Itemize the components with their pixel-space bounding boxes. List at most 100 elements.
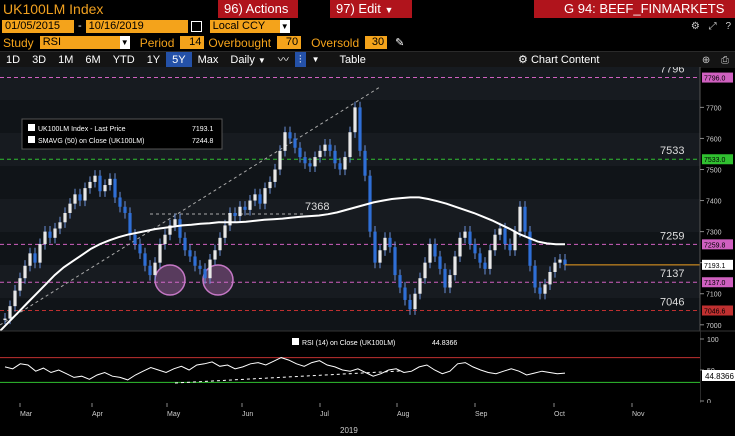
level-tag-text: 7046.6 (704, 309, 726, 316)
price-candle (238, 206, 242, 217)
price-band (0, 199, 700, 232)
table-button[interactable]: Table (339, 54, 366, 66)
price-candle (78, 194, 82, 201)
price-candle (318, 150, 322, 158)
frequency-select[interactable]: Daily ▼ (224, 52, 271, 68)
price-candle (63, 212, 67, 223)
price-candle (18, 278, 22, 291)
price-tick-label: 7600 (706, 136, 722, 143)
price-band (0, 67, 700, 100)
price-candle (373, 231, 377, 263)
range-max[interactable]: Max (197, 54, 219, 66)
calendar-icon[interactable] (190, 20, 202, 32)
price-candle (473, 244, 477, 254)
help-icon[interactable]: ? (725, 20, 731, 32)
price-chart[interactable]: 7368 UK100LM Index - Last Price 7193.1 S… (0, 67, 735, 436)
toolbar-extra-icons: ⊕ ⎙ (702, 55, 729, 66)
actions-menu[interactable]: 96) Actions ▼ (218, 0, 298, 33)
gear-icon: ⚙ (518, 54, 528, 66)
level-tag-text: 7533.0 (704, 157, 726, 164)
range-3d[interactable]: 3D (32, 54, 47, 66)
price-candle (503, 228, 507, 245)
end-date-field[interactable]: 10/16/2019 (85, 19, 188, 33)
print-icon[interactable]: ⎙ (721, 54, 729, 66)
price-candle (433, 244, 437, 257)
range-1m[interactable]: 1M (58, 54, 74, 66)
period-field[interactable]: 14 (180, 36, 205, 49)
level-label: 7259 (660, 230, 684, 242)
price-candle (333, 150, 337, 164)
line-chart-icon[interactable]: 〰 (277, 54, 289, 66)
price-candle (558, 259, 562, 263)
rsi-legend: RSI (14) on Close (UK100LM) 44.8366 (292, 338, 457, 347)
legend-swatch-price (28, 124, 35, 131)
zoom-icon[interactable]: ⊕ (701, 54, 711, 66)
overbought-field[interactable]: 70 (277, 36, 302, 49)
rsi-panel-bg (0, 331, 700, 403)
chart-content-button[interactable]: ⚙ Chart Content (512, 52, 605, 68)
pencil-icon[interactable]: ✎ (395, 37, 405, 49)
price-candle (118, 197, 122, 207)
chevron-down-icon[interactable]: ▼ (279, 19, 290, 33)
price-candle (343, 157, 347, 170)
chart-toolbar: 1D 3D 1M 6M YTD 1Y 5Y Max Daily ▼ 〰 ⫶ ▼ … (0, 51, 735, 68)
price-candle (488, 250, 492, 269)
range-6m[interactable]: 6M (85, 54, 101, 66)
price-candle (468, 231, 472, 245)
settings-icon[interactable]: ⚙ (690, 20, 700, 32)
price-candle (88, 181, 92, 189)
price-candle (273, 169, 277, 182)
chevron-down-icon[interactable]: ▼ (311, 55, 320, 64)
price-candle (393, 247, 397, 276)
price-candle (163, 234, 167, 245)
chevron-down-icon[interactable]: ▼ (119, 36, 130, 49)
level-tag (702, 239, 733, 250)
range-1d[interactable]: 1D (6, 54, 21, 66)
frequency-label: Daily (230, 54, 255, 66)
price-candle (398, 275, 402, 288)
price-candle (293, 138, 297, 148)
price-candle (353, 107, 357, 133)
price-candle (413, 293, 417, 310)
legend-swatch-rsi (292, 338, 299, 345)
price-candle (128, 212, 132, 235)
expand-icon[interactable]: ⤢ (708, 20, 717, 32)
price-tick-label: 7300 (706, 230, 722, 237)
price-candle (208, 259, 212, 279)
edit-menu[interactable]: 97) Edit ▼ (330, 0, 412, 18)
price-candle (33, 253, 37, 263)
range-1y[interactable]: 1Y (146, 54, 161, 66)
price-tick-label: 7000 (706, 323, 722, 330)
price-candle (138, 244, 142, 254)
chart-legend: UK100LM Index - Last Price 7193.1 SMAVG … (21, 118, 223, 150)
price-tick-label: 7400 (706, 199, 722, 206)
study-select[interactable]: RSI (39, 36, 120, 49)
level-label: 7137 (660, 268, 684, 280)
candle-chart-icon[interactable]: ⫶ (294, 52, 306, 68)
price-candle (243, 206, 247, 210)
price-candle (423, 262, 427, 279)
price-candle (483, 262, 487, 269)
price-candle (338, 163, 342, 170)
price-candle (148, 265, 152, 276)
oversold-field[interactable]: 30 (365, 36, 388, 49)
price-candle (188, 250, 192, 257)
price-candle (288, 132, 292, 139)
range-ytd[interactable]: YTD (112, 54, 135, 66)
price-candle (538, 287, 542, 294)
price-candle (418, 278, 422, 294)
price-candle (308, 163, 312, 167)
level-tag-text: 7137.0 (704, 280, 726, 287)
range-5y[interactable]: 5Y (166, 52, 192, 68)
price-candle (218, 237, 222, 251)
price-candle (178, 219, 182, 238)
price-candle (168, 225, 172, 235)
price-candle (328, 144, 332, 151)
screen-title: G 94: BEEF_FINMARKETS (534, 0, 735, 18)
price-candle (428, 244, 432, 263)
chart-content-label: Chart Content (530, 54, 600, 66)
start-date-field[interactable]: 01/05/2015 (2, 19, 74, 33)
price-candle (48, 231, 52, 238)
price-candle (3, 318, 7, 321)
currency-select[interactable]: Local CCY (209, 19, 280, 33)
